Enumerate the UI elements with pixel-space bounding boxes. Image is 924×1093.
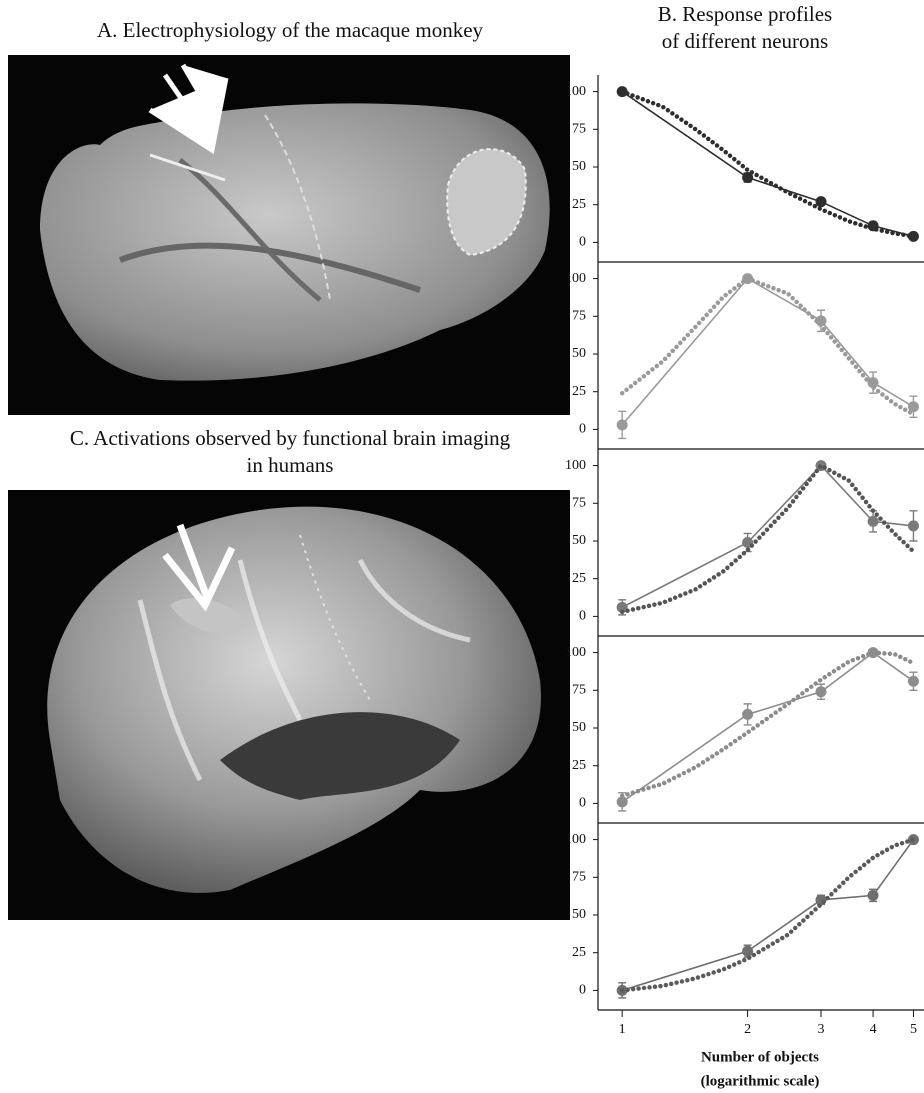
y-tick-label: 0: [579, 609, 586, 624]
data-point: [742, 709, 753, 720]
x-axis-label: Number of objects: [701, 1049, 819, 1065]
y-tick-label: 100: [565, 645, 586, 660]
y-tick-label: 25: [572, 197, 586, 212]
data-line: [622, 466, 913, 608]
data-point: [816, 686, 827, 697]
y-tick-label: 0: [579, 422, 586, 437]
data-point: [742, 946, 753, 957]
y-tick-label: 100: [565, 84, 586, 99]
y-tick-label: 50: [572, 907, 586, 922]
data-point: [908, 520, 919, 531]
y-tick-label: 50: [572, 720, 586, 735]
y-tick-label: 50: [572, 346, 586, 361]
macaque-brain-image: [8, 55, 570, 415]
panel-b-title: B. Response profiles: [658, 2, 832, 26]
y-tick-label: 0: [579, 235, 586, 250]
data-line: [622, 653, 913, 802]
data-point: [868, 890, 879, 901]
y-tick-label: 100: [565, 458, 586, 473]
x-tick-label: 3: [818, 1022, 825, 1037]
panel-c-title: C. Activations observed by functional br…: [70, 426, 511, 450]
x-tick-label: 2: [744, 1022, 751, 1037]
y-tick-label: 100: [565, 832, 586, 847]
y-tick-label: 50: [572, 533, 586, 548]
x-tick-label: 4: [870, 1022, 877, 1037]
y-tick-label: 0: [579, 796, 586, 811]
fit-curve: [622, 92, 913, 237]
x-tick-label: 1: [619, 1022, 626, 1037]
y-tick-label: 25: [572, 384, 586, 399]
y-tick-label: 75: [572, 870, 586, 885]
y-tick-label: 75: [572, 496, 586, 511]
y-tick-label: 75: [572, 683, 586, 698]
fit-curve: [622, 653, 913, 796]
fit-curve: [622, 279, 913, 415]
human-brain-image: [8, 490, 570, 920]
y-tick-label: 25: [572, 571, 586, 586]
y-tick-label: 50: [572, 159, 586, 174]
figure: A. Electrophysiology of the macaque monk…: [0, 0, 924, 1093]
data-point: [617, 419, 628, 430]
panel-c-title: in humans: [247, 453, 334, 477]
y-tick-label: 25: [572, 945, 586, 960]
data-point: [816, 196, 827, 207]
data-line: [622, 279, 913, 425]
y-tick-label: 25: [572, 758, 586, 773]
fit-curve: [622, 466, 913, 612]
y-tick-label: 100: [565, 271, 586, 286]
x-tick-label: 5: [910, 1022, 917, 1037]
y-tick-label: 0: [579, 983, 586, 998]
x-axis-label: (logarithmic scale): [701, 1073, 820, 1089]
data-point: [816, 894, 827, 905]
panel-a-title: A. Electrophysiology of the macaque monk…: [97, 18, 484, 42]
panel-b-title: of different neurons: [662, 29, 828, 53]
data-line: [622, 92, 913, 237]
data-point: [908, 676, 919, 687]
data-point: [868, 516, 879, 527]
y-tick-label: 75: [572, 309, 586, 324]
fit-curve: [622, 840, 913, 991]
y-tick-label: 75: [572, 122, 586, 137]
